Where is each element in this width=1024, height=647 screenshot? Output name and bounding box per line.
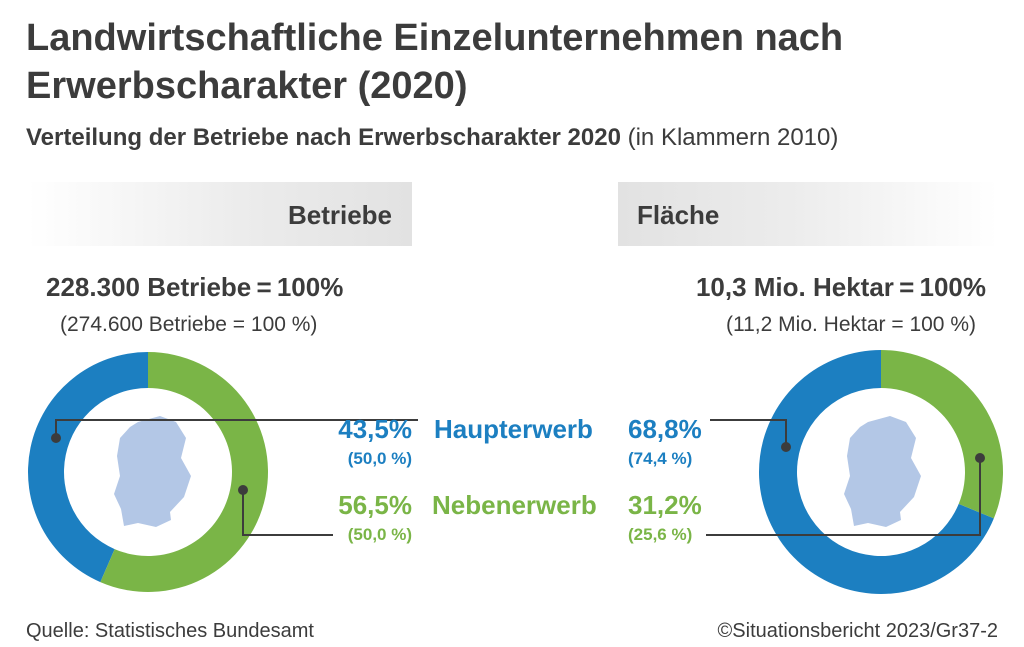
value-flaeche-haupterwerb: 68,8% <box>628 414 702 444</box>
legend-haupterwerb: Haupterwerb <box>434 414 593 444</box>
donut-betriebe <box>28 352 268 592</box>
donut-flaeche <box>758 350 1004 594</box>
total-flaeche: 10,3 Mio. Hektar = 100% <box>695 272 986 302</box>
header-band-flaeche <box>618 182 998 246</box>
page-title: Landwirtschaftliche Einzelunternehmen na… <box>26 17 844 107</box>
header-betriebe: Betriebe <box>287 200 392 230</box>
slice-betriebe-haupterwerb <box>28 352 148 583</box>
germany-map-icon <box>114 416 191 527</box>
source-note: Quelle: Statistisches Bundesamt <box>26 620 314 642</box>
connector-flaeche-haupterwerb <box>710 419 787 447</box>
value-betriebe-nebenerwerb: 56,5% <box>338 490 412 520</box>
germany-map-icon-right <box>844 416 921 527</box>
value-betriebe-nebenerwerb-2010: (50,0 %) <box>347 525 412 544</box>
subtitle-bold: Verteilung der Betriebe nach Erwerbschar… <box>26 124 621 151</box>
value-flaeche-nebenerwerb-2010: (25,6 %) <box>628 525 693 544</box>
total-betriebe: 228.300 Betriebe = 100% <box>46 272 344 302</box>
slice-betriebe-nebenerwerb <box>100 352 268 592</box>
connector-dot <box>51 433 61 443</box>
connector-dot <box>781 442 791 452</box>
legend-nebenerwerb: Nebenerwerb <box>432 490 597 520</box>
connector-betriebe-haupterwerb <box>55 419 418 438</box>
header-flaeche: Fläche <box>637 200 720 230</box>
header-band-betriebe <box>28 182 412 246</box>
slice-flaeche-nebenerwerb <box>881 350 1004 519</box>
slice-flaeche-haupterwerb <box>758 350 994 594</box>
value-betriebe-haupterwerb-2010: (50,0 %) <box>347 449 412 468</box>
connector-flaeche-nebenerwerb <box>706 458 981 536</box>
total-flaeche-2010: (11,2 Mio. Hektar = 100 %) <box>726 313 976 336</box>
credit-note: ©Situationsbericht 2023/Gr37-2 <box>717 620 998 642</box>
subtitle-rest: (in Klammern 2010) <box>620 124 839 151</box>
connector-dot <box>975 453 985 463</box>
connector-betriebe-nebenerwerb <box>242 490 333 536</box>
value-betriebe-haupterwerb: 43,5% <box>338 414 412 444</box>
subtitle: Verteilung der Betriebe nach Erwerbschar… <box>26 124 838 152</box>
value-flaeche-nebenerwerb: 31,2% <box>628 490 702 520</box>
connector-dot <box>238 485 248 495</box>
value-flaeche-haupterwerb-2010: (74,4 %) <box>628 449 693 468</box>
total-betriebe-2010: (274.600 Betriebe = 100 %) <box>60 313 318 336</box>
